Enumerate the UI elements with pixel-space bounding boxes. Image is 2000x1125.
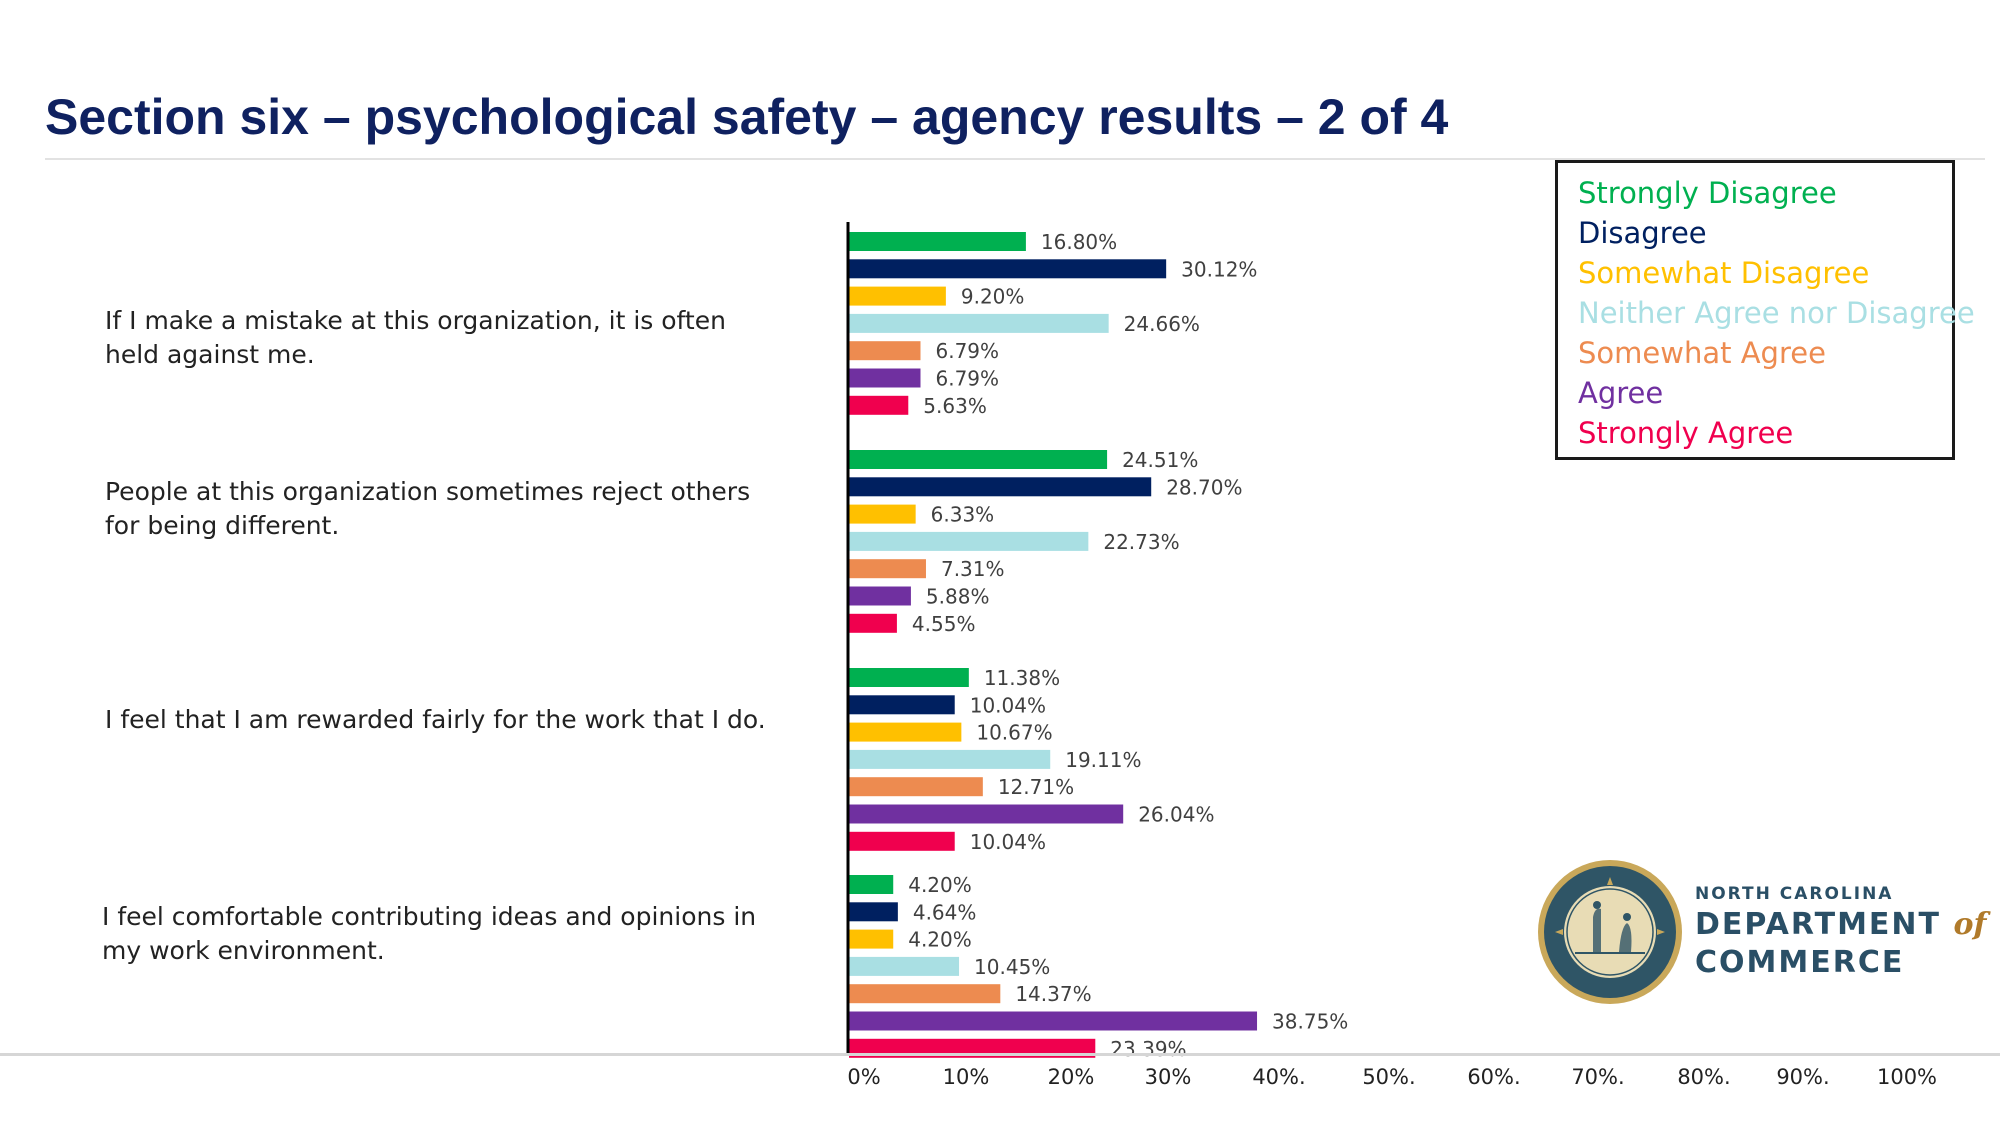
question-label-2: People at this organization sometimes re… <box>105 477 751 540</box>
data-label-q4-somewhat-agree: 14.37% <box>1015 982 1091 1006</box>
bar-q1-somewhat-agree <box>849 341 921 361</box>
data-label-q3-somewhat-disagree: 10.67% <box>976 721 1052 745</box>
data-label-q2-disagree: 28.70% <box>1166 475 1242 499</box>
logo-department-word: DEPARTMENT <box>1695 907 1941 942</box>
question-label-1: If I make a mistake at this organization… <box>105 306 726 369</box>
question-label-4: I feel comfortable contributing ideas an… <box>102 902 757 965</box>
data-label-q3-agree: 26.04% <box>1138 803 1214 827</box>
page-title: Section six – psychological safety – age… <box>45 89 1449 145</box>
data-label-q1-strongly-disagree: 16.80% <box>1041 230 1117 254</box>
data-label-q3-strongly-disagree: 11.38% <box>984 666 1060 690</box>
x-tick-label: 40%. <box>1252 1065 1305 1089</box>
bar-q4-neither-agree-nor-disagree <box>849 956 960 976</box>
logo-text-commerce: COMMERCE <box>1695 945 1905 980</box>
legend-item-neither: Neither Agree nor Disagree <box>1578 296 1975 330</box>
data-label-q2-strongly-agree: 4.55% <box>912 612 976 636</box>
bar-q3-agree <box>849 804 1124 824</box>
data-label-q4-disagree: 4.64% <box>913 900 977 924</box>
bar-q1-strongly-agree <box>849 395 909 415</box>
x-tick-label: 60%. <box>1467 1065 1520 1089</box>
logo-text-state: NORTH CAROLINA <box>1695 884 1894 904</box>
data-label-q4-strongly-agree: 23.39% <box>1110 1037 1186 1061</box>
data-label-q1-somewhat-disagree: 9.20% <box>961 285 1025 309</box>
bar-q4-somewhat-disagree <box>849 929 894 949</box>
question-label-3: I feel that I am rewarded fairly for the… <box>105 705 766 734</box>
bar-q2-somewhat-disagree <box>849 504 916 524</box>
x-tick-label: 0% <box>847 1065 880 1089</box>
state-seal-icon <box>1538 860 1682 1004</box>
bar-q1-strongly-disagree <box>849 232 1026 251</box>
logo-text-department: DEPARTMENT of <box>1695 907 1986 942</box>
data-label-q3-somewhat-agree: 12.71% <box>998 775 1074 799</box>
bar-q3-strongly-disagree <box>849 668 969 687</box>
bar-q3-neither-agree-nor-disagree <box>849 749 1051 769</box>
legend-item-strongly-agree: Strongly Agree <box>1578 416 1794 450</box>
data-label-q3-disagree: 10.04% <box>970 693 1046 717</box>
x-tick-label: 70%. <box>1571 1065 1624 1089</box>
data-label-q4-strongly-disagree: 4.20% <box>908 873 972 897</box>
legend-item-somewhat-disagree: Somewhat Disagree <box>1578 256 1870 290</box>
bar-q1-agree <box>849 368 921 388</box>
data-label-q1-somewhat-agree: 6.79% <box>935 339 999 363</box>
bar-q3-somewhat-agree <box>849 777 983 797</box>
legend-item-agree: Agree <box>1578 376 1664 410</box>
data-label-q1-neither-agree-nor-disagree: 24.66% <box>1124 312 1200 336</box>
bar-q2-strongly-agree <box>849 613 897 633</box>
data-label-q3-strongly-agree: 10.04% <box>970 830 1046 854</box>
bar-q2-disagree <box>849 477 1152 497</box>
title-divider <box>45 158 1985 160</box>
x-tick-label: 10% <box>943 1065 990 1089</box>
bar-q4-strongly-disagree <box>849 875 894 894</box>
bar-q1-neither-agree-nor-disagree <box>849 313 1109 333</box>
logo-of-word: of <box>1953 907 1987 942</box>
bar-q1-somewhat-disagree <box>849 286 946 306</box>
x-tick-label: 80%. <box>1677 1065 1730 1089</box>
legend-item-disagree: Disagree <box>1578 216 1707 250</box>
footer-divider <box>0 1053 2000 1056</box>
nc-commerce-logo: NORTH CAROLINA DEPARTMENT of COMMERCE <box>1535 857 2000 1007</box>
data-label-q1-agree: 6.79% <box>935 367 999 391</box>
data-label-q4-agree: 38.75% <box>1272 1010 1348 1034</box>
bar-q1-disagree <box>849 259 1167 279</box>
data-label-q1-strongly-agree: 5.63% <box>923 394 987 418</box>
legend-item-strongly-disagree: Strongly Disagree <box>1578 176 1837 210</box>
bar-q4-somewhat-agree <box>849 984 1001 1004</box>
bar-q2-agree <box>849 586 911 606</box>
legend-item-somewhat-agree: Somewhat Agree <box>1578 336 1826 370</box>
data-label-q3-neither-agree-nor-disagree: 19.11% <box>1065 748 1141 772</box>
data-label-q2-neither-agree-nor-disagree: 22.73% <box>1103 530 1179 554</box>
chart-legend: Strongly Disagree Disagree Somewhat Disa… <box>1555 160 1975 460</box>
data-label-q2-somewhat-agree: 7.31% <box>941 557 1005 581</box>
bar-q2-strongly-disagree <box>849 450 1108 469</box>
data-label-q1-disagree: 30.12% <box>1181 257 1257 281</box>
data-label-q4-somewhat-disagree: 4.20% <box>908 928 972 952</box>
bar-q2-neither-agree-nor-disagree <box>849 531 1089 551</box>
x-tick-label: 50%. <box>1362 1065 1415 1089</box>
x-tick-label: 90%. <box>1776 1065 1829 1089</box>
bar-q3-somewhat-disagree <box>849 722 962 742</box>
data-label-q2-somewhat-disagree: 6.33% <box>931 503 995 527</box>
data-label-q4-neither-agree-nor-disagree: 10.45% <box>974 955 1050 979</box>
x-tick-label: 100% <box>1877 1065 1937 1089</box>
bar-q3-disagree <box>849 695 955 715</box>
data-label-q2-strongly-disagree: 24.51% <box>1122 448 1198 472</box>
data-label-q2-agree: 5.88% <box>926 585 990 609</box>
bar-q3-strongly-agree <box>849 831 955 851</box>
bar-q2-somewhat-agree <box>849 559 926 579</box>
bar-q4-agree <box>849 1011 1258 1031</box>
bar-q4-disagree <box>849 902 898 922</box>
x-tick-label: 20% <box>1048 1065 1095 1089</box>
x-tick-label: 30% <box>1145 1065 1192 1089</box>
